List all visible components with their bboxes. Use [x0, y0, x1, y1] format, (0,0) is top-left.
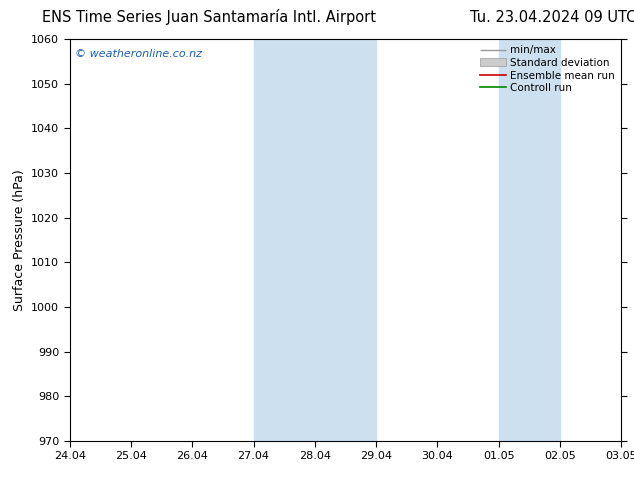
- Text: Tu. 23.04.2024 09 UTC: Tu. 23.04.2024 09 UTC: [470, 10, 634, 24]
- Bar: [499, 39, 560, 441]
- Y-axis label: Surface Pressure (hPa): Surface Pressure (hPa): [13, 169, 25, 311]
- Text: © weatheronline.co.nz: © weatheronline.co.nz: [75, 49, 202, 59]
- Text: ENS Time Series Juan Santamaría Intl. Airport: ENS Time Series Juan Santamaría Intl. Ai…: [42, 9, 376, 25]
- Bar: [254, 39, 376, 441]
- Legend: min/max, Standard deviation, Ensemble mean run, Controll run: min/max, Standard deviation, Ensemble me…: [477, 42, 618, 97]
